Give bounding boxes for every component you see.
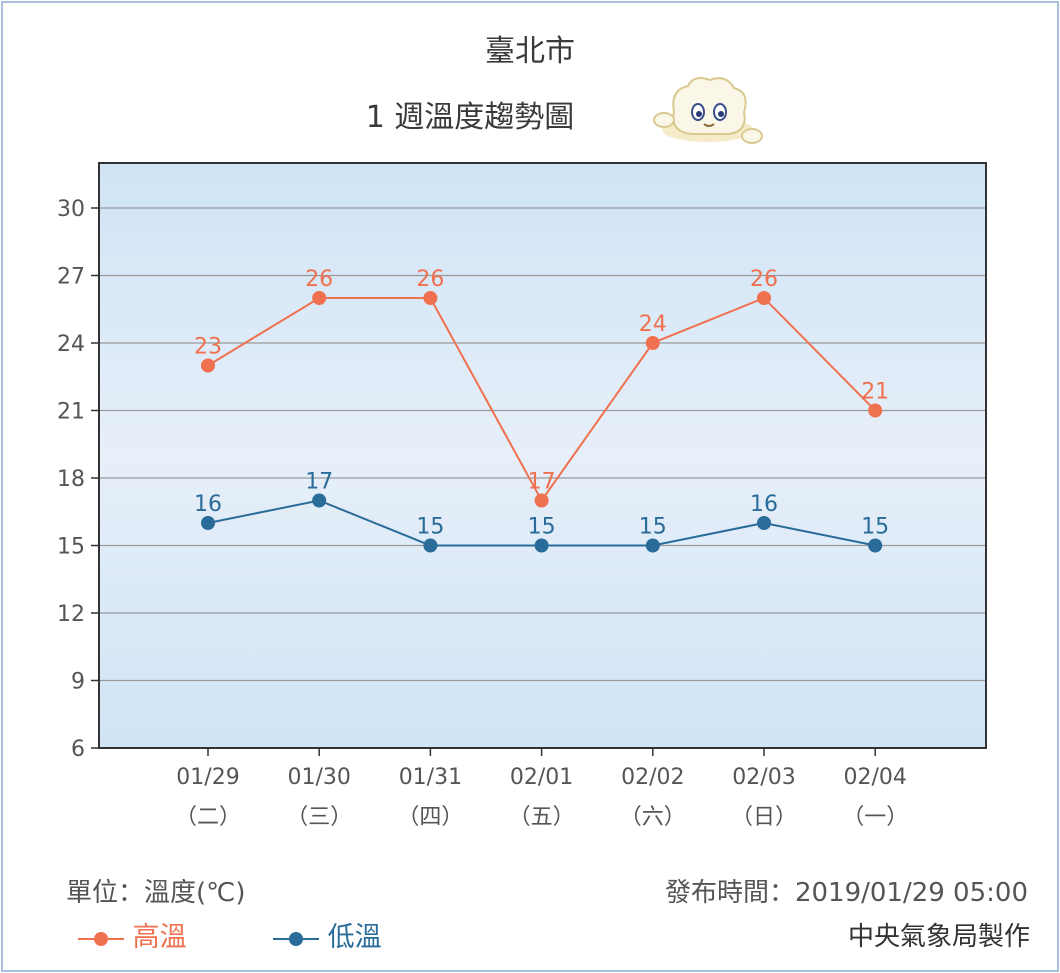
y-tick-label: 9 (71, 670, 85, 695)
y-tick-label: 24 (57, 332, 85, 357)
data-label: 26 (305, 267, 333, 292)
data-point (201, 358, 215, 373)
data-point (201, 516, 215, 530)
credit-label: 中央氣象局製作 (847, 922, 1030, 952)
legend-label-high: 高溫 (132, 922, 187, 953)
data-point (312, 493, 327, 508)
data-label: 16 (750, 492, 778, 517)
data-point (868, 403, 883, 418)
data-point (534, 493, 549, 508)
data-point (757, 516, 771, 530)
data-label: 17 (305, 470, 333, 495)
legend-item-high: 高溫 (78, 915, 187, 954)
cloud-mascot-icon (653, 77, 763, 144)
data-label: 15 (861, 515, 889, 540)
unit-label: 單位：溫度(℃) (66, 878, 246, 908)
legend-swatch-high-icon (78, 931, 124, 946)
data-point (534, 538, 549, 553)
legend-swatch-low-icon (273, 931, 319, 946)
plot-area (99, 163, 986, 748)
x-axis: 01/29 （二） 01/30 （三） 01/31 （四） 02/01 （五） 02/02 （六）… (175, 748, 908, 830)
chart-subtitle: 1 週溫度趨勢圖 (365, 100, 575, 135)
x-weekday-label: （日） (731, 805, 797, 830)
data-point (757, 291, 771, 305)
x-tick-label: 02/04 (843, 765, 906, 790)
data-point (645, 538, 660, 553)
data-label: 15 (528, 515, 556, 540)
x-weekday-label: （三） (286, 805, 352, 830)
y-tick-label: 15 (57, 535, 85, 560)
data-label: 16 (194, 492, 222, 517)
y-tick-label: 12 (57, 602, 85, 627)
data-point (312, 291, 327, 305)
chart-title: 臺北市 (485, 34, 575, 69)
y-tick-label: 21 (57, 400, 85, 425)
temperature-chart: 6 9 12 15 18 21 24 27 30 01/29 （二） 01/30 （三） 01/31 （四… (57, 162, 987, 830)
legend-item-low: 低溫 (273, 915, 382, 954)
y-tick-label: 18 (57, 467, 85, 492)
x-weekday-label: （五） (509, 805, 575, 830)
data-point (423, 538, 438, 553)
x-tick-label: 01/29 (176, 765, 239, 790)
plot-border (98, 162, 987, 749)
y-tick-label: 6 (71, 737, 85, 762)
y-tick-label: 30 (57, 197, 85, 222)
data-point (423, 291, 438, 305)
x-tick-label: 02/02 (621, 765, 684, 790)
data-label: 21 (861, 380, 889, 405)
data-label: 15 (416, 515, 444, 540)
x-tick-label: 02/01 (510, 765, 573, 790)
x-weekday-label: （二） (175, 805, 241, 830)
data-point (645, 336, 660, 350)
data-label: 15 (639, 515, 667, 540)
y-tick-label: 27 (57, 265, 85, 290)
x-weekday-label: （六） (620, 805, 686, 830)
legend-label-low: 低溫 (327, 922, 382, 953)
series-layer: 23 26 26 17 24 26 21 16 17 15 15 15 16 15 (194, 267, 889, 553)
y-axis: 6 9 12 15 18 21 24 27 30 (57, 197, 99, 762)
x-tick-label: 02/03 (732, 765, 795, 790)
data-label: 26 (416, 267, 444, 292)
publish-time: 發布時間：2019/01/29 05:00 (664, 878, 1028, 908)
data-label: 24 (639, 312, 667, 337)
data-label: 26 (750, 267, 778, 292)
data-label: 17 (528, 470, 556, 495)
x-tick-label: 01/30 (287, 765, 350, 790)
data-label: 23 (194, 335, 222, 360)
x-weekday-label: （四） (397, 805, 463, 830)
x-tick-label: 01/31 (399, 765, 462, 790)
data-point (868, 538, 883, 553)
x-weekday-label: （一） (842, 805, 908, 830)
